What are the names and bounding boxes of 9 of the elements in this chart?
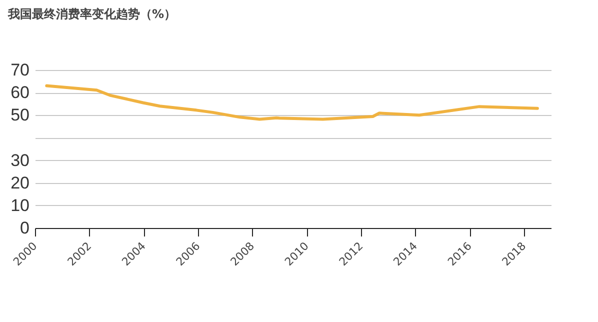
y-tick-label: 0 bbox=[20, 218, 30, 238]
y-tick-label: 60 bbox=[10, 83, 30, 102]
y-tick-label: 20 bbox=[10, 173, 30, 192]
y-tick-label: 10 bbox=[10, 196, 30, 215]
y-tick-label: 70 bbox=[10, 60, 30, 80]
chart-title: 我国最终消费率变化趋势（%） bbox=[7, 7, 176, 21]
y-tick-label: 30 bbox=[10, 150, 30, 170]
y-tick-label: 50 bbox=[10, 106, 30, 125]
line-series bbox=[45, 84, 539, 121]
